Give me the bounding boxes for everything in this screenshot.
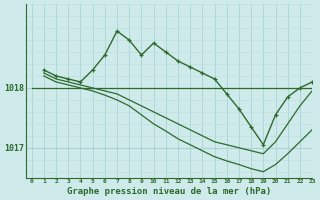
X-axis label: Graphe pression niveau de la mer (hPa): Graphe pression niveau de la mer (hPa) [67, 187, 271, 196]
